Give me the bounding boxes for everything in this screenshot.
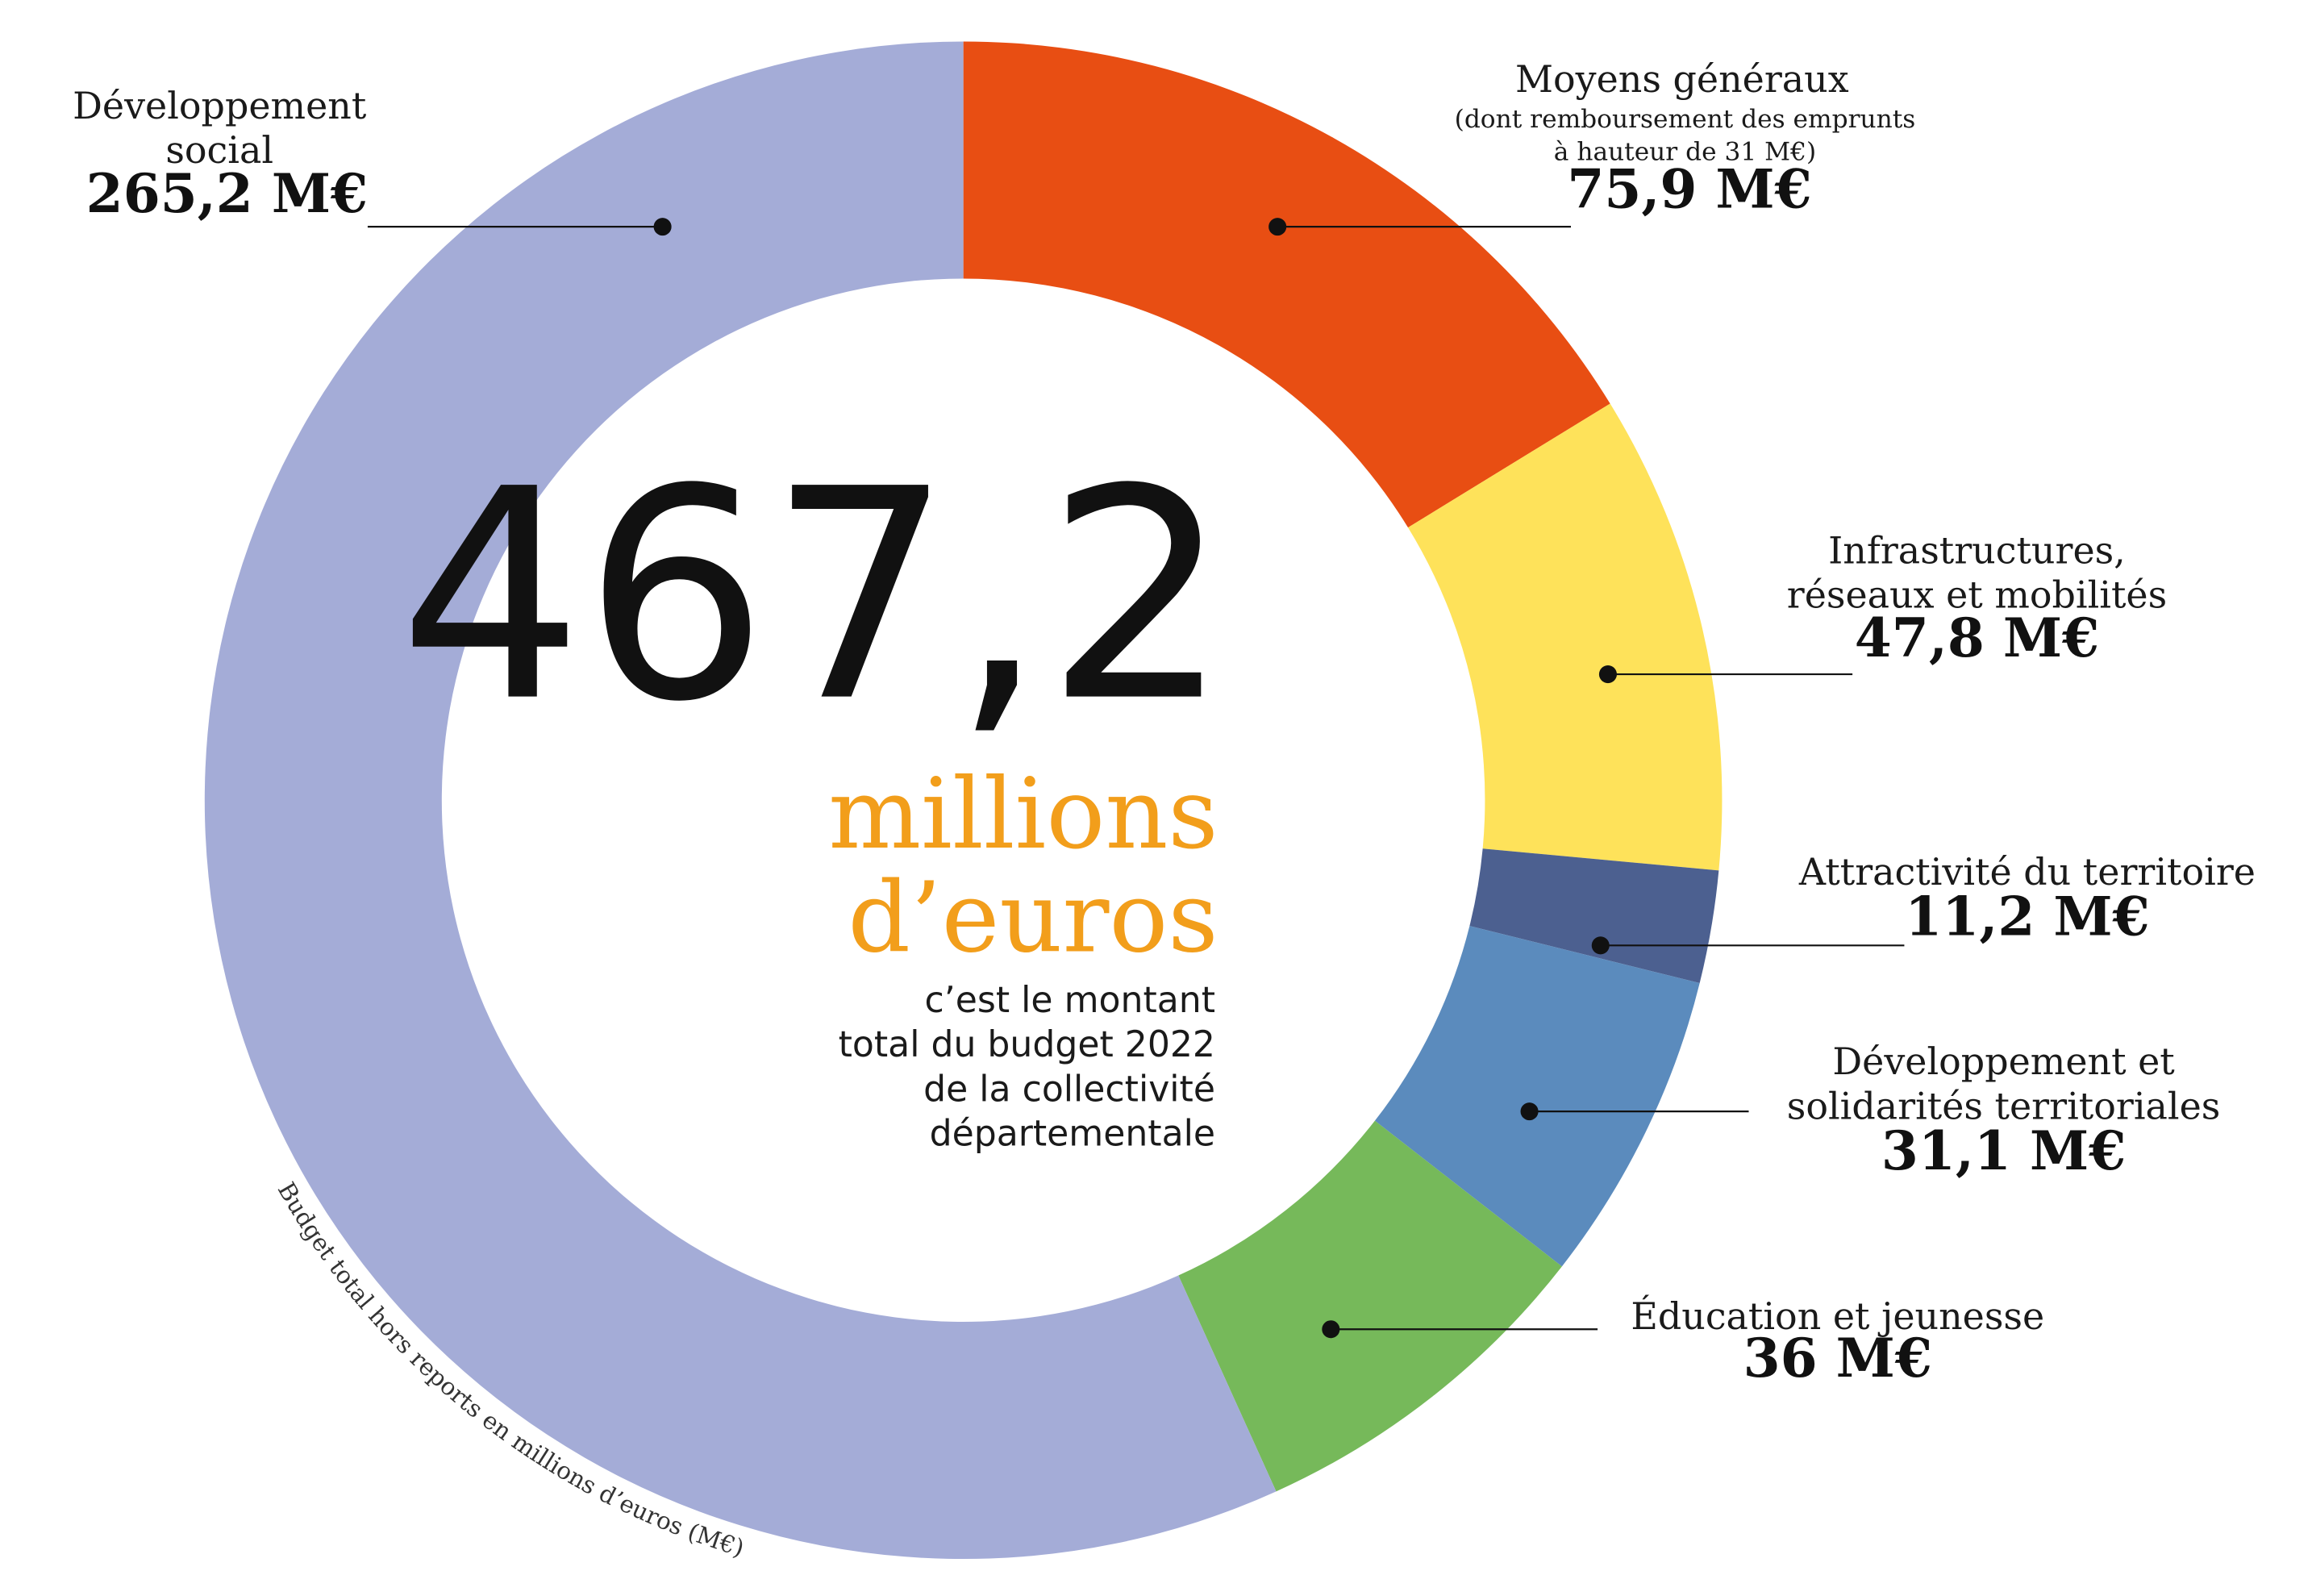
text-line: d’euros [848, 861, 1218, 975]
leader-dot [1591, 936, 1610, 955]
value-label: 36 M€ [1743, 1327, 1932, 1390]
text-line: solidarités territoriales [1787, 1084, 2221, 1127]
donut-segment [1178, 1120, 1562, 1492]
text-line: Attractivité du territoire [1798, 850, 2256, 894]
text-line: Développement [73, 84, 367, 127]
text-line: Développement et [1832, 1040, 2175, 1083]
donut-segment [1408, 403, 1723, 871]
text-line: total du budget 2022 [839, 1024, 1215, 1065]
category-label: Développement social [73, 84, 367, 172]
center-caption: c’est le montant total du budget 2022 de l… [839, 980, 1215, 1154]
value-label: 47,8 M€ [1855, 606, 2099, 669]
leader-dot [1268, 218, 1287, 236]
text-line: (dont remboursement des emprunts [1455, 105, 1916, 134]
leader-dot [1322, 1320, 1340, 1339]
donut-segment [204, 41, 1277, 1560]
text-line: à hauteur de 31 M€) [1554, 137, 1816, 166]
value-label: 11,2 M€ [1905, 885, 2149, 948]
text-line: Infrastructures, [1828, 528, 2126, 572]
category-label: Moyens généraux [1515, 57, 1849, 101]
category-label: Attractivité du territoire [1798, 850, 2256, 894]
category-label: Éducation et jeunesse [1631, 1294, 2044, 1338]
center-value: 467,2 [398, 427, 1230, 765]
category-label: Infrastructures, réseaux et mobilités [1787, 528, 2167, 616]
category-note: (dont remboursement des emprunts à hauteu… [1455, 105, 1916, 166]
donut [204, 41, 1723, 1560]
text-line: départementale [930, 1113, 1215, 1154]
category-label: Développement et solidarités territoriale… [1787, 1040, 2221, 1127]
text-line: réseaux et mobilités [1787, 573, 2167, 616]
text-line: social [165, 128, 273, 172]
leader-dot [1520, 1102, 1539, 1121]
text-line: Moyens généraux [1515, 57, 1849, 101]
leader-dot [653, 218, 672, 236]
text-line: Éducation et jeunesse [1631, 1294, 2044, 1338]
center-unit: millions d’euros [828, 756, 1218, 975]
value-label: 31,1 M€ [1881, 1119, 2126, 1182]
leader-dot [1598, 665, 1617, 684]
value-label: 75,9 M€ [1567, 157, 1811, 220]
donut-segment [1469, 848, 1719, 984]
donut-segment [1374, 926, 1700, 1267]
text-line: de la collectivité [923, 1069, 1215, 1110]
donut-segment [963, 41, 1610, 528]
text-line: c’est le montant [925, 980, 1215, 1021]
text-line: millions [828, 756, 1218, 871]
value-label: 265,2 M€ [86, 162, 368, 225]
